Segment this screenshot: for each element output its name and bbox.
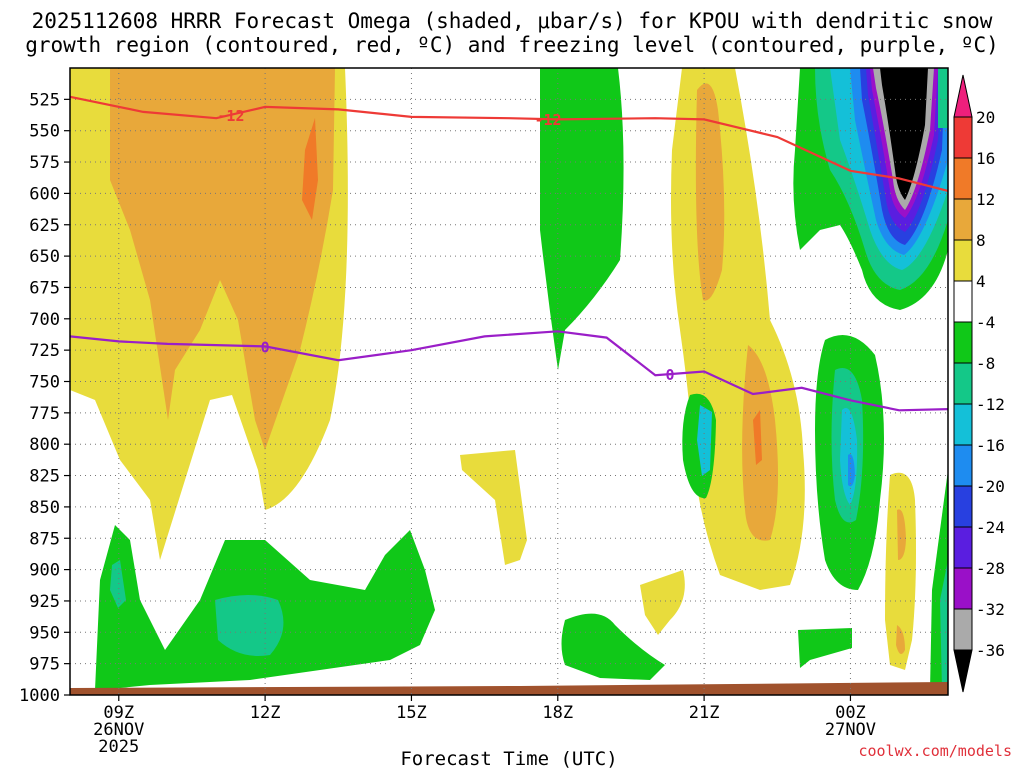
colorbar-swatch: [953, 485, 973, 528]
contour-label: -12: [217, 107, 244, 125]
omega-region-plus4-bottom-right: [885, 472, 916, 670]
x-tick-year: 2025: [98, 737, 139, 757]
colorbar-swatch: [953, 403, 973, 446]
colorbar-label: -8: [976, 354, 995, 373]
contour-label: -12: [534, 111, 561, 129]
colorbar-swatch: [953, 157, 973, 200]
y-tick-label: 875: [29, 529, 60, 549]
x-axis-label: Forecast Time (UTC): [400, 748, 617, 768]
omega-region-plus8-small: [897, 509, 906, 560]
omega-region-minus36-top-right: [880, 68, 928, 200]
colorbar-label: -20: [976, 477, 1005, 496]
x-tick-label: 00Z: [835, 703, 866, 723]
colorbar-swatch: [953, 362, 973, 405]
colorbar-swatch: [953, 280, 973, 323]
chart-title-line-1: 2025112608 HRRR Forecast Omega (shaded, …: [31, 9, 993, 33]
omega-region-minus12-far-right: [940, 560, 948, 690]
x-tick-label: 21Z: [689, 703, 720, 723]
omega-region-minus12-small-left: [110, 560, 126, 608]
y-tick-label: 575: [29, 153, 60, 173]
colorbar-swatch: [953, 321, 973, 364]
y-tick-label: 975: [29, 655, 60, 675]
colorbar-label: -28: [976, 559, 1005, 578]
colorbar-label: -12: [976, 395, 1005, 414]
y-tick-label: 600: [29, 184, 60, 204]
isotherm-lines: -12 -12 0 0: [69, 95, 949, 412]
omega-region-plus8-left: [110, 68, 335, 450]
omega-region-minus12-small: [697, 405, 712, 476]
omega-region-minus12-bottom-left: [215, 595, 284, 656]
y-tick-label: 775: [29, 404, 60, 424]
y-tick-label: 850: [29, 498, 60, 518]
omega-region-minus20: [848, 454, 855, 487]
colorbar-label: 12: [976, 190, 995, 209]
colorbar-swatch: [953, 608, 973, 651]
colorbar-label: 8: [976, 231, 986, 250]
omega-region-minus8-bottom-center: [561, 613, 665, 680]
y-tick-label: 550: [29, 122, 60, 142]
omega-region-plus12: [302, 118, 318, 220]
colorbar-label: -4: [976, 313, 995, 332]
colorbar-label: -36: [976, 641, 1005, 660]
credit-text: coolwx.com/models: [858, 742, 1012, 760]
chart-title-line-2: growth region (contoured, red, ºC) and f…: [25, 33, 999, 57]
omega-shading: [70, 68, 948, 695]
y-tick-label: 1000: [19, 686, 60, 706]
y-tick-label: 900: [29, 561, 60, 581]
x-tick-label: 18Z: [542, 703, 573, 723]
colorbar-label: 4: [976, 272, 986, 291]
contour-label: 0: [665, 366, 674, 384]
y-tick-label: 800: [29, 435, 60, 455]
omega-right-edge-strip: [938, 68, 948, 128]
x-tick-label: 12Z: [250, 703, 281, 723]
colorbar-label: -16: [976, 436, 1005, 455]
y-tick-label: 750: [29, 373, 60, 393]
x-tick-date: 27NOV: [825, 720, 876, 740]
y-tick-label: 725: [29, 341, 60, 361]
y-tick-label: 950: [29, 623, 60, 643]
colorbar-swatch: [953, 567, 973, 610]
omega-region-minus8-lower-right: [798, 628, 852, 668]
colorbar-swatch: [953, 526, 973, 569]
y-tick-label: 625: [29, 216, 60, 236]
colorbar-label: 20: [976, 108, 995, 127]
x-tick-label: 09Z: [103, 703, 134, 723]
omega-region-minus8-top-center: [540, 68, 624, 370]
omega-region-plus4-small: [640, 570, 685, 635]
colorbar: 20 16 12 8 4 -4 -8 -12 -16 -20 -24 -28 -32 -36: [953, 74, 1005, 693]
colorbar-label: -32: [976, 600, 1005, 619]
y-tick-label: 700: [29, 310, 60, 330]
y-tick-label: 650: [29, 247, 60, 267]
y-tick-label: 525: [29, 90, 60, 110]
colorbar-swatch: [953, 116, 973, 159]
colorbar-swatch: [953, 444, 973, 487]
x-tick-date: 26NOV: [93, 720, 144, 740]
omega-region-plus12-b: [753, 410, 762, 465]
omega-region-plus8-tiny: [896, 625, 905, 654]
ground-terrain: [70, 682, 948, 695]
colorbar-top-arrow: [953, 74, 973, 118]
y-tick-label: 825: [29, 467, 60, 487]
omega-region-plus4-mid: [460, 450, 527, 565]
y-tick-label: 925: [29, 592, 60, 612]
colorbar-swatch: [953, 198, 973, 241]
x-tick-label: 15Z: [396, 703, 427, 723]
omega-region-plus4-right: [671, 68, 805, 590]
contour-label: 0: [261, 338, 270, 356]
y-tick-label: 675: [29, 278, 60, 298]
omega-region-plus8-right: [695, 83, 725, 301]
colorbar-label: 16: [976, 149, 995, 168]
dgz-isotherm-line: [69, 95, 949, 192]
colorbar-swatch: [953, 239, 973, 282]
freezing-level-line: [69, 330, 949, 412]
colorbar-label: -24: [976, 518, 1005, 537]
y-axis-ticks: 525 550 575 600 625 650 675 700 725 750 775 800 825 8…: [19, 90, 70, 706]
colorbar-bottom-arrow: [953, 649, 973, 693]
